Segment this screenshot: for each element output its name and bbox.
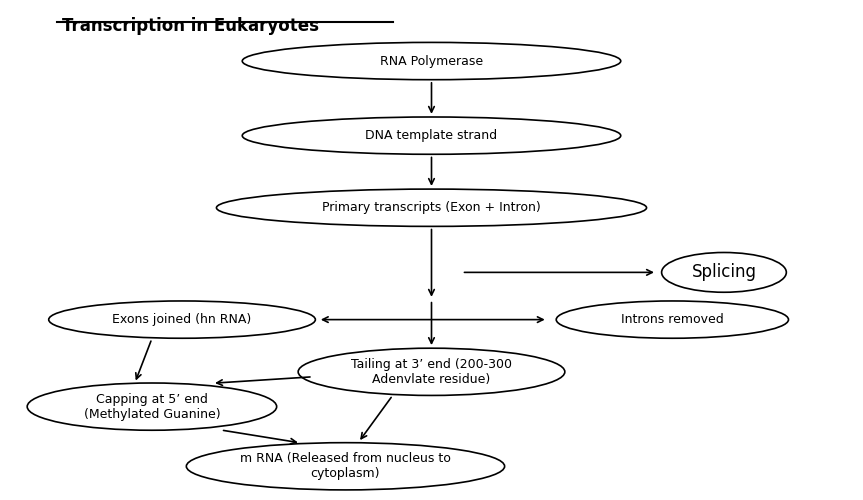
- Text: Introns removed: Introns removed: [621, 313, 724, 326]
- Text: Splicing: Splicing: [691, 264, 757, 281]
- Text: Capping at 5’ end
(Methylated Guanine): Capping at 5’ end (Methylated Guanine): [84, 392, 220, 420]
- Text: Primary transcripts (Exon + Intron): Primary transcripts (Exon + Intron): [322, 201, 541, 214]
- Text: Exons joined (hn RNA): Exons joined (hn RNA): [112, 313, 252, 326]
- Text: Tailing at 3’ end (200-300
Adenvlate residue): Tailing at 3’ end (200-300 Adenvlate res…: [351, 358, 512, 386]
- Text: m RNA (Released from nucleus to
cytoplasm): m RNA (Released from nucleus to cytoplas…: [240, 452, 450, 480]
- Text: DNA template strand: DNA template strand: [365, 129, 498, 142]
- Text: RNA Polymerase: RNA Polymerase: [380, 54, 483, 68]
- Text: Transcription in Eukaryotes: Transcription in Eukaryotes: [61, 18, 318, 36]
